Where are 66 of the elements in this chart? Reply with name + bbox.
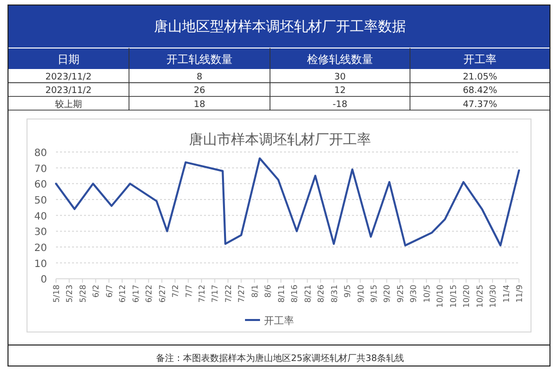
- x-tick-label: 10/10: [436, 284, 445, 308]
- y-tick-label: 80: [34, 148, 47, 159]
- x-tick-label: 8/16: [290, 284, 300, 303]
- x-tick-label: 9/10: [356, 284, 366, 303]
- x-tick-label: 6/17: [131, 284, 140, 303]
- x-tick-label: 7/17: [210, 284, 220, 303]
- x-tick-label: 9/20: [382, 284, 392, 303]
- x-tick-label: 7/27: [237, 284, 246, 303]
- x-tick-label: 10/5: [422, 284, 432, 303]
- x-tick-label: 8/6: [264, 284, 273, 298]
- category-label: 2023/11/2: [45, 86, 92, 96]
- y-tick-label: 50: [34, 196, 47, 207]
- y-tick-label: 20: [34, 243, 47, 254]
- x-tick-label: 10/30: [488, 284, 498, 308]
- text: 18: [194, 100, 206, 110]
- y-tick-label: 0: [40, 274, 47, 286]
- x-tick-label: 6/27: [158, 284, 167, 303]
- text: 唐山地区型材样本调坯轧材厂开工率数据: [154, 19, 406, 35]
- x-tick-label: 11/4: [502, 284, 511, 303]
- x-tick-label: 8/31: [330, 284, 339, 303]
- x-tick-label: 7/22: [224, 284, 233, 303]
- x-tick-label: 8/21: [303, 284, 312, 303]
- text: 12: [334, 86, 346, 96]
- x-tick-label: 8/11: [276, 284, 286, 303]
- legend-label: 开工率: [264, 315, 294, 327]
- x-tick-label: 11/9: [515, 284, 524, 303]
- category-label: 较上期: [55, 100, 82, 110]
- text: 30: [334, 72, 346, 82]
- chart-title: 唐山市样本调坯轧材厂开工率: [189, 132, 371, 148]
- x-tick-label: 7/7: [184, 284, 194, 298]
- y-tick-label: 30: [34, 227, 47, 238]
- line-series: [55, 157, 520, 246]
- x-tick-label: 10/15: [448, 284, 458, 308]
- category-label: 检修轧线数量: [307, 53, 373, 66]
- y-tick-label: 60: [34, 180, 47, 191]
- text: 8: [196, 72, 202, 82]
- category-label: 开工率: [464, 53, 496, 66]
- x-tick-label: 9/5: [343, 284, 352, 298]
- category-label: 日期: [58, 53, 80, 66]
- x-tick-label: 9/30: [409, 284, 418, 303]
- x-tick-label: 5/23: [65, 284, 74, 303]
- text: 26: [194, 86, 206, 96]
- text: 21.05%: [462, 72, 498, 82]
- x-tick-label: 6/2: [92, 284, 101, 298]
- y-tick-label: 10: [34, 258, 47, 270]
- y-tick-label: 40: [34, 211, 47, 222]
- x-tick-label: 6/12: [118, 284, 128, 303]
- x-tick-label: 9/15: [369, 284, 378, 303]
- x-tick-label: 5/28: [78, 284, 88, 303]
- y-tick-label: 70: [34, 164, 47, 175]
- x-tick-label: 5/18: [52, 284, 61, 303]
- x-tick-label: 6/7: [104, 284, 114, 298]
- text: 68.42%: [462, 86, 498, 96]
- x-tick-label: 8/26: [316, 284, 326, 303]
- x-tick-label: 10/25: [475, 284, 484, 308]
- category-label: 2023/11/2: [45, 72, 92, 82]
- x-tick-label: 7/2: [171, 284, 180, 298]
- text: -18: [332, 100, 348, 110]
- text: 47.37%: [462, 100, 498, 110]
- text: 备注：本图表数据样本为唐山地区25家调坯轧材厂共38条轧线: [156, 353, 404, 364]
- category-label: 开工轧线数量: [166, 53, 232, 66]
- x-tick-label: 10/20: [462, 284, 472, 308]
- x-tick-label: 9/25: [396, 284, 405, 303]
- x-tick-label: 6/22: [144, 284, 154, 303]
- x-tick-label: 8/1: [250, 284, 260, 298]
- x-tick-label: 7/12: [198, 284, 207, 303]
